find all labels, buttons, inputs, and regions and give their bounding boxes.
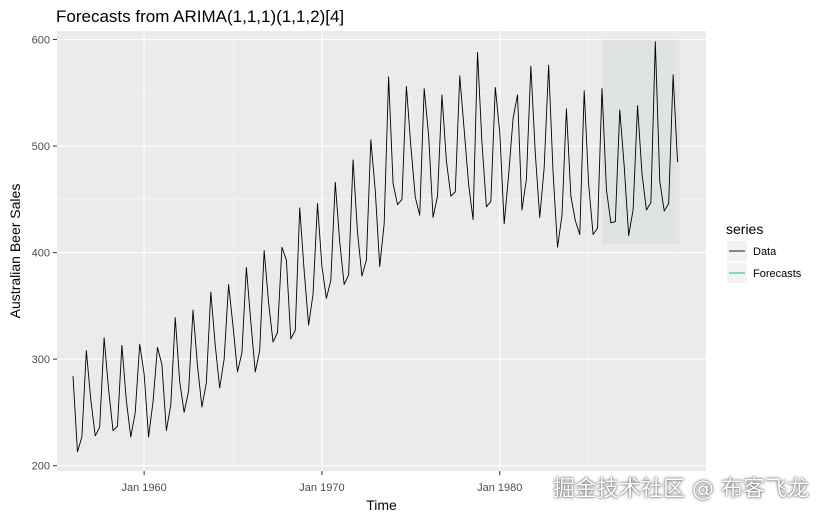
series-line-data <box>72 41 678 453</box>
x-tick-label: Jan 1980 <box>477 482 522 494</box>
legend-title: series <box>726 221 763 237</box>
y-tick-label: 500 <box>32 141 50 153</box>
legend-label-forecasts: Forecasts <box>753 268 802 280</box>
y-tick-label: 200 <box>32 461 50 473</box>
x-tick-label: Jan 1970 <box>299 482 344 494</box>
y-tick-label: 600 <box>32 35 50 47</box>
x-tick-label: Jan 1960 <box>121 482 166 494</box>
legend-label-data: Data <box>753 246 777 258</box>
forecast-band <box>601 39 680 245</box>
y-tick-label: 300 <box>32 354 50 366</box>
y-axis-title: Australian Beer Sales <box>7 184 23 319</box>
y-tick-label: 400 <box>32 248 50 260</box>
chart-title: Forecasts from ARIMA(1,1,1)(1,1,2)[4] <box>56 7 344 26</box>
x-axis-title: Time <box>366 497 397 513</box>
watermark-text: 掘金技术社区 @ 布客飞龙 <box>553 477 809 502</box>
